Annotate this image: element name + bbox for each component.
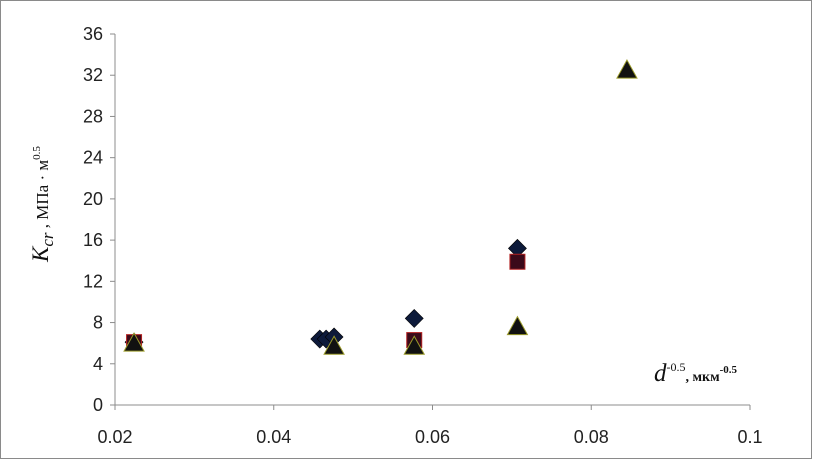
y-tick-label: 32 [83,65,103,85]
y-tick-label: 16 [83,230,103,250]
data-point-triangle [323,335,345,355]
x-axis-title-main: d [654,360,667,387]
tick-labels: 0 4 8 12 16 20 24 28 32 36 0.02 0.04 0.06 0.08 0.1 [83,24,763,447]
y-tick-label: 24 [83,148,103,168]
data-point-square [509,253,526,270]
y-axis-title: Kcr , МПа · м0.5 [28,146,57,263]
data-point-triangle [616,59,638,79]
data-point-triangle [506,315,529,336]
x-tick-label: 0.02 [97,427,132,447]
y-axis-title-unit: , МПа · м [33,160,52,233]
x-axis-title-exp: -0.5 [667,360,686,374]
y-tick-label: 4 [93,354,103,374]
x-tick-label: 0.06 [415,427,450,447]
data-point-triangle [403,335,426,355]
y-axis-title-sub: cr [38,232,57,247]
data-point-diamond [404,309,424,328]
x-tick-label: 0.1 [737,427,762,447]
x-axis-title: d-0.5, мкм-0.5 [654,360,738,387]
y-tick-label: 0 [93,395,103,415]
x-axis-title-unit: , мкм [686,370,721,385]
y-tick-label: 20 [83,189,103,209]
axes [110,33,751,410]
x-tick-label: 0.04 [256,427,291,447]
y-tick-label: 8 [93,313,103,333]
x-axis-title-unit-exp: -0.5 [720,364,738,376]
data-points [123,59,638,355]
y-tick-label: 12 [83,271,103,291]
x-tick-label: 0.08 [574,427,609,447]
y-tick-label: 28 [83,106,103,126]
y-axis-title-unit-exp: 0.5 [31,146,43,160]
y-tick-label: 36 [83,24,103,44]
data-point-triangle [123,332,145,352]
y-axis-title-main: K [28,245,53,263]
